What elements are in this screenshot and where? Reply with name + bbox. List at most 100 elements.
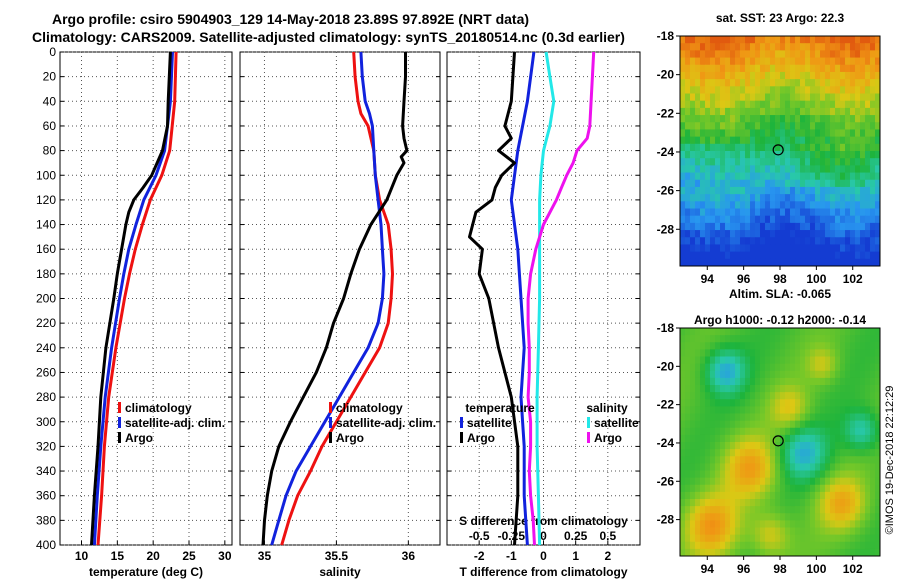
map-cell — [750, 50, 756, 59]
map-cell — [855, 86, 861, 94]
map-cell — [830, 477, 836, 486]
map-cell — [745, 244, 751, 253]
map-cell — [860, 244, 866, 253]
map-cell — [680, 186, 686, 195]
map-cell — [750, 541, 756, 550]
map-cell — [835, 392, 841, 400]
map-cell — [765, 115, 771, 123]
map-y-tick-label: -20 — [657, 359, 675, 373]
map-cell — [785, 222, 791, 231]
map-cell — [780, 456, 786, 464]
map-cell — [705, 427, 711, 436]
map-cell — [680, 86, 686, 94]
map-cell — [765, 136, 771, 145]
map-cell — [755, 230, 761, 238]
map-cell — [845, 230, 851, 238]
map-cell — [860, 215, 866, 224]
map-cell — [830, 328, 836, 336]
map-cell — [680, 349, 686, 358]
map-cell — [815, 377, 821, 386]
map-cell — [820, 230, 826, 238]
map-cell — [795, 513, 801, 521]
map-cell — [865, 36, 871, 44]
map-cell — [765, 172, 771, 181]
map-cell — [760, 370, 766, 379]
map-cell — [870, 484, 876, 493]
map-cell — [810, 335, 816, 343]
map-cell — [745, 499, 751, 507]
map-cell — [700, 165, 706, 174]
map-cell — [860, 541, 866, 550]
map-cell — [830, 244, 836, 253]
map-cell — [775, 520, 781, 529]
map-cell — [855, 151, 861, 159]
map-cell — [820, 385, 826, 393]
map-cell — [845, 370, 851, 379]
map-cell — [785, 64, 791, 73]
map-cell — [695, 186, 701, 195]
map-cell — [820, 342, 826, 350]
map-cell — [760, 115, 766, 123]
map-cell — [770, 491, 776, 500]
map-cell — [685, 456, 691, 464]
map-cell — [865, 129, 871, 138]
map-cell — [775, 385, 781, 393]
map-x-tick-label: 96 — [737, 562, 751, 576]
map-cell — [715, 377, 721, 386]
map-cell — [785, 513, 791, 521]
map-cell — [800, 335, 806, 343]
map-cell — [815, 506, 821, 514]
map-cell — [725, 456, 731, 464]
map-cell — [775, 534, 781, 543]
map-cell — [865, 427, 871, 436]
map-cell — [705, 194, 711, 202]
map-cell — [840, 349, 846, 358]
map-cell — [795, 100, 801, 109]
map-cell — [860, 527, 866, 536]
map-cell — [700, 335, 706, 343]
map-cell — [730, 107, 736, 116]
map-cell — [825, 172, 831, 181]
map-cell — [765, 93, 771, 102]
map-cell — [860, 328, 866, 336]
map-cell — [825, 484, 831, 493]
map-cell — [745, 222, 751, 231]
map-cell — [755, 541, 761, 550]
map-cell — [735, 36, 741, 44]
map-cell — [825, 50, 831, 59]
map-cell — [845, 194, 851, 202]
map-cell — [800, 527, 806, 536]
x-tick-label: 30 — [218, 549, 232, 563]
map-cell — [855, 208, 861, 217]
map-cell — [825, 548, 831, 557]
map-cell — [700, 86, 706, 94]
map-cell — [820, 122, 826, 130]
map-cell — [795, 136, 801, 145]
map-cell — [845, 442, 851, 450]
map-cell — [715, 392, 721, 400]
map-cell — [835, 57, 841, 66]
map-cell — [740, 377, 746, 386]
map-cell — [850, 335, 856, 343]
map-cell — [825, 363, 831, 372]
map-cell — [750, 100, 756, 109]
map-cell — [815, 186, 821, 195]
map-cell — [760, 392, 766, 400]
map-cell — [690, 165, 696, 174]
map-cell — [795, 406, 801, 415]
map-cell — [680, 449, 686, 457]
map-cell — [810, 413, 816, 422]
map-cell — [830, 186, 836, 195]
map-cell — [705, 548, 711, 557]
map-cell — [705, 477, 711, 486]
map-cell — [835, 335, 841, 343]
map-cell — [710, 356, 716, 365]
map-cell — [820, 194, 826, 202]
map-cell — [825, 186, 831, 195]
map-cell — [870, 527, 876, 536]
map-cell — [870, 420, 876, 429]
map-cell — [780, 541, 786, 550]
map-cell — [860, 370, 866, 379]
map-cell — [775, 328, 781, 336]
map-cell — [770, 50, 776, 59]
